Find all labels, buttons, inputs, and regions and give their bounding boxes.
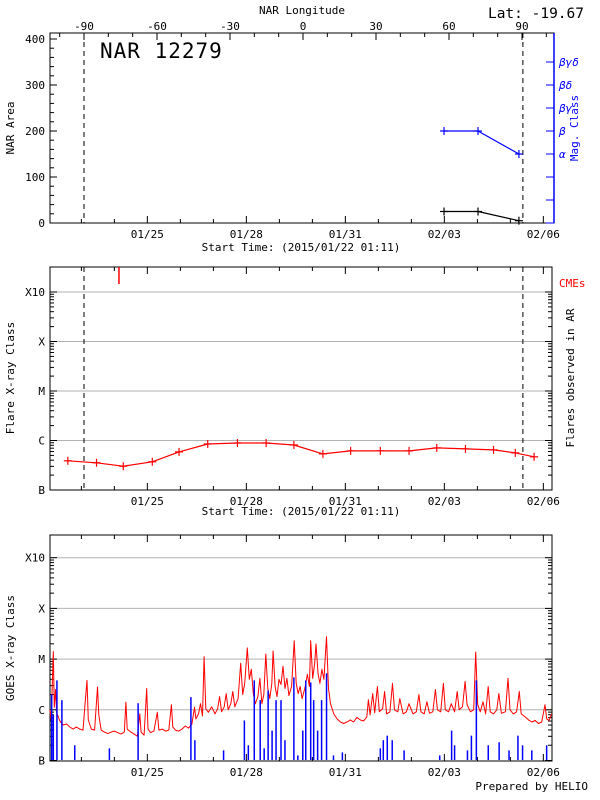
panel-goes-flux: B C M X X10 01/25 01/28 01/31 02/03 02/06 <box>25 534 560 779</box>
area-tick-label: 400 <box>25 33 45 46</box>
date-tick-label: 01/31 <box>329 766 362 779</box>
date-tick-label: 02/06 <box>527 766 560 779</box>
mag-class-axis-title: Mag. Class <box>568 95 581 161</box>
panel-flare-class: B C M X X10 01/25 01/28 01/31 02/03 02/06 <box>25 266 560 508</box>
longitude-tick-label: 30 <box>369 20 382 33</box>
latitude-label: Lat: -19.67 <box>488 6 584 22</box>
mag-category-label: βγδ <box>558 56 579 69</box>
plot-frame <box>49 266 553 491</box>
mag-category-label: β <box>558 125 566 138</box>
mag-category-label: βδ <box>558 79 572 92</box>
date-tick-label: 01/25 <box>131 228 164 241</box>
longitude-tick-label: -90 <box>74 20 94 33</box>
date-tick-label: 02/03 <box>428 495 461 508</box>
mag-class-line <box>444 130 520 155</box>
date-tick-label: 01/25 <box>131 495 164 508</box>
longitude-tick-label: -60 <box>147 20 167 33</box>
log-tick-label: X10 <box>25 286 45 299</box>
nar-longitude-axis-title: NAR Longitude <box>259 4 345 17</box>
log-tick-label: M <box>38 653 45 666</box>
log-tick-label: C <box>38 704 45 717</box>
log-tick-label: B <box>38 484 45 497</box>
mag-category-label: βγ <box>558 102 573 115</box>
date-tick-label: 01/31 <box>329 495 362 508</box>
date-tick-label: 01/28 <box>230 495 263 508</box>
chart-title: NAR 12279 <box>100 39 223 63</box>
area-tick-label: 100 <box>25 171 45 184</box>
area-tick-label: 0 <box>38 217 45 230</box>
panel-nar-area: 0 100 200 300 400 -90 -60 -30 0 30 60 90 01/25 01/28 0… <box>25 20 579 241</box>
credit-label: Prepared by HELIO <box>475 780 588 793</box>
date-tick-label: 01/28 <box>230 228 263 241</box>
flare-class-axis-title: Flare X-ray Class <box>4 322 17 435</box>
date-tick-label: 01/25 <box>131 766 164 779</box>
longitude-tick-label: 90 <box>515 20 528 33</box>
longitude-tick-label: 0 <box>300 20 307 33</box>
goes-class-axis-title: GOES X-ray Class <box>4 595 17 701</box>
panel2-xaxis-title: Start Time: (2015/01/22 01:11) <box>202 505 401 518</box>
log-tick-label: X <box>38 602 45 615</box>
longitude-tick-label: -30 <box>220 20 240 33</box>
panel1-xaxis-title: Start Time: (2015/01/22 01:11) <box>202 241 401 254</box>
log-tick-label: M <box>38 385 45 398</box>
log-tick-label: X <box>38 336 45 349</box>
date-tick-label: 02/06 <box>527 495 560 508</box>
date-tick-label: 01/31 <box>329 228 362 241</box>
flare-class-line <box>67 442 535 467</box>
longitude-tick-label: 60 <box>442 20 455 33</box>
plot-frame <box>49 534 553 762</box>
mag-category-label: α <box>559 148 566 161</box>
flares-observed-label: Flares observed in AR <box>564 308 577 447</box>
goes-flux-line <box>49 636 553 737</box>
log-tick-label: X10 <box>25 552 45 565</box>
area-tick-label: 300 <box>25 79 45 92</box>
date-tick-label: 02/06 <box>527 228 560 241</box>
nar-area-axis-title: NAR Area <box>4 102 17 155</box>
date-tick-label: 02/03 <box>428 228 461 241</box>
area-tick-label: 200 <box>25 125 45 138</box>
nar-area-line <box>444 210 520 222</box>
log-tick-label: C <box>38 435 45 448</box>
cmes-label: CMEs <box>559 277 586 290</box>
log-tick-label: B <box>38 755 45 768</box>
date-tick-label: 01/28 <box>230 766 263 779</box>
date-tick-label: 02/03 <box>428 766 461 779</box>
